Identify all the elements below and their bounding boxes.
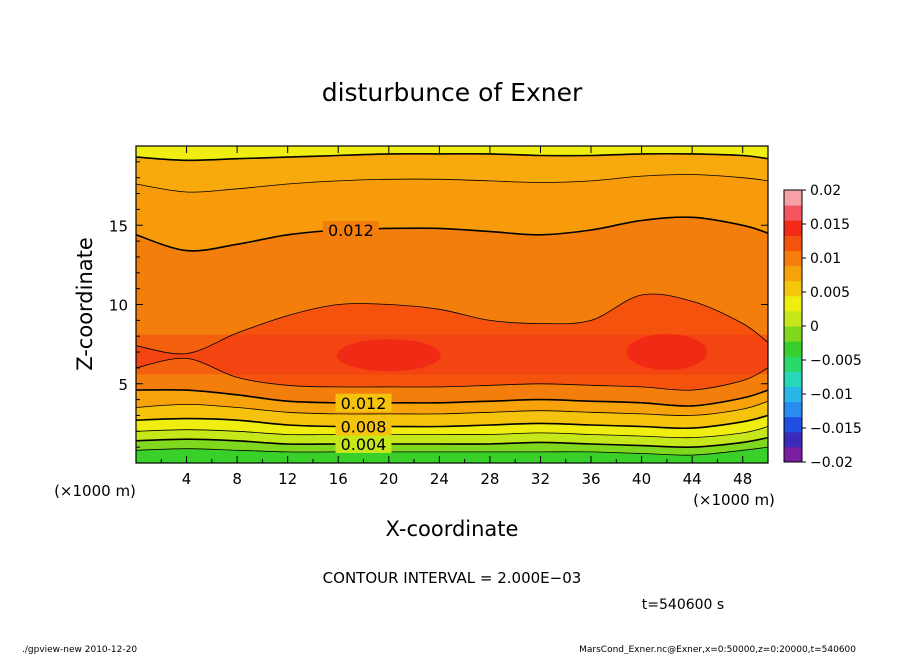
contour-c-0.002 [136,446,768,456]
x-tick-label: 12 [278,470,297,488]
contour-label-bg [335,417,392,436]
contour-c-0.014-lower [136,357,768,391]
x-tick-label: 8 [232,470,242,488]
chart-title: disturbunce of Exner [322,78,583,107]
colorbar-segment [784,446,802,463]
colorbar-segment [784,401,802,418]
contour-c-0.010 [136,400,768,416]
colorbar-segment [784,250,802,267]
contour-c-0.004 [136,436,768,449]
contour-label-bg [322,221,379,240]
band-0.010-0.012-upper [136,174,768,251]
colorbar-segment [784,235,802,251]
colorbar-tick-label: −0.02 [810,455,853,471]
x-axis: 4 8 12 16 20 24 28 32 36 40 44 48 [160,146,752,488]
y-axis: 5 10 15 [109,161,768,448]
contour-c-0.012-lower [136,388,768,407]
contour-c-0.006 [136,426,768,439]
band-below-0.002 [136,447,768,463]
y-tick-label: 5 [118,376,128,394]
contour-c-0.012-upper [136,216,768,252]
y-tick-label: 10 [109,297,128,315]
y-axis-label: Z-coordinate [73,237,97,371]
x-tick-label: 40 [632,470,651,488]
colorbar-segment [784,341,802,357]
contour-label: 0.008 [341,418,387,437]
band-0.012-0.014-lower [136,358,768,407]
colorbar-tick-label: 0.015 [810,217,850,233]
contour-c-0.010-upper [136,174,768,193]
band-0.008-0.010 [136,401,768,429]
colorbar-segment [784,265,802,282]
x-tick-label: 44 [683,470,702,488]
colorbar-segment [784,371,802,387]
footer-right: MarsCond_Exner.nc@Exner,x=0:50000,z=0:20… [579,645,856,654]
plot-area [136,146,768,463]
colorbar-tick-label: 0 [810,319,819,335]
colorbar-segment [784,295,802,312]
colorbar-tick-label: −0.01 [810,387,853,403]
contour-label: 0.012 [328,221,374,240]
x-tick-label: 36 [581,470,600,488]
x-tick-label: 16 [329,470,348,488]
contour-label-bg [335,434,392,453]
x-axis-label: X-coordinate [386,517,519,541]
colorbar-segment [784,386,802,403]
max-blob-1 [336,339,441,372]
band-0.012-0.014-upper [136,217,768,354]
y-tick-label: 15 [109,217,128,235]
contour-interval-text: CONTOUR INTERVAL = 2.000E−03 [323,569,582,587]
colorbar-tick-label: 0.005 [810,285,850,301]
colorbar-tick-label: −0.015 [810,421,862,437]
contour-c-0.008 [136,414,768,430]
max-blob-2 [626,334,707,371]
colorbar-tick-label: 0.01 [810,251,841,267]
colorbar-segment [784,431,802,448]
y-axis-unit: (×1000 m) [54,482,136,500]
x-tick-label: 28 [480,470,499,488]
colorbar-segment [784,356,802,372]
band-0.002-0.004 [136,437,768,456]
contour-c-0.014-upper [136,293,768,355]
band-0.004-0.006 [136,426,768,448]
x-axis-unit: (×1000 m) [693,491,775,509]
x-tick-label: 24 [430,470,449,488]
colorbar-segment [784,190,802,206]
colorbar-tick-label: 0.02 [810,183,841,199]
colorbar-segment [784,416,802,433]
x-tick-label: 32 [531,470,550,488]
x-tick-label: 20 [379,470,398,488]
colorbar-segment [784,326,802,342]
x-tick-label: 4 [182,470,192,488]
contour-label: 0.012 [341,394,387,413]
footer-left: ./gpview-new 2010-12-20 [22,645,137,654]
colorbar-segment [784,220,802,236]
colorbar-segment [784,280,802,297]
contour-c-0.008-upper [136,152,768,162]
colorbar: 0.02 0.015 0.01 0.005 0 −0.005 −0.01 −0.015 −0.0… [783,183,862,471]
time-annotation: t=540600 s [642,597,724,613]
contour-label: 0.004 [341,435,387,454]
max-band [136,334,768,375]
x-tick-label: 48 [733,470,752,488]
colorbar-segment [784,310,802,327]
contour-label-bg [335,393,392,412]
colorbar-tick-label: −0.005 [810,353,862,369]
colorbar-segment [784,205,802,221]
band-0.008-0.010-upper [136,153,768,193]
